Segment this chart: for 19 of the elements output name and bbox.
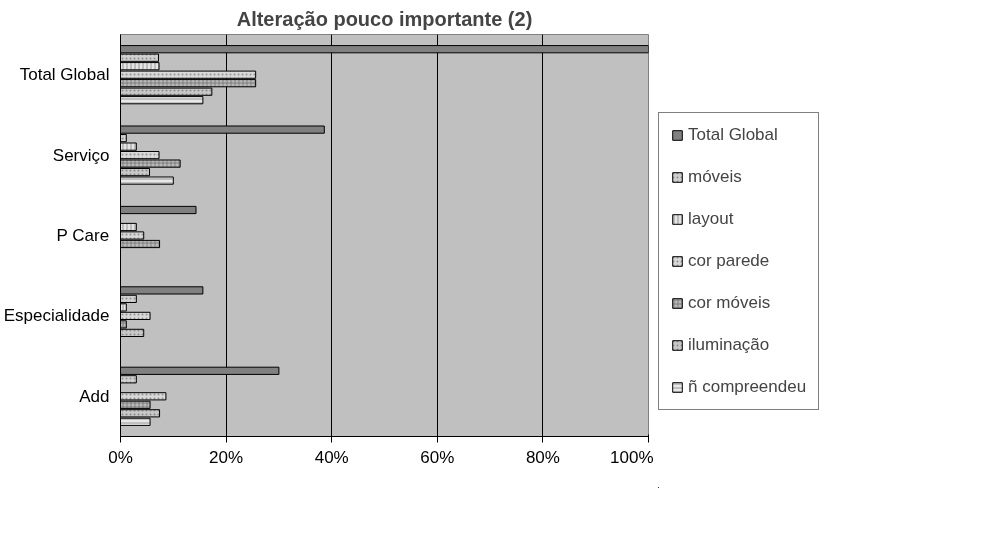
chart-title: Alteração pouco importante (2) [236,7,533,30]
legend-label: cor parede [688,250,770,271]
y-tick-label: Add [79,386,110,406]
legend-label: layout [688,208,734,229]
legend-label: iluminação [688,334,770,355]
y-tick-label: Total Global [19,65,110,85]
x-tick-label: 20% [209,447,244,467]
x-tick-label: 0% [108,447,133,467]
x-tick-label: 100% [610,447,654,467]
legend-label: cor móveis [688,292,771,313]
y-tick-label: Serviço [52,145,110,165]
x-tick-label: 80% [525,447,560,467]
legend-label: Total Global [688,124,778,145]
legend-label: móveis [688,166,742,187]
legend-label: ñ compreendeu [688,376,807,397]
x-tick-label: 40% [314,447,349,467]
y-tick-label: P Care [56,226,110,245]
x-tick-label: 60% [420,447,455,467]
y-tick-label: Especialidade [3,306,110,326]
